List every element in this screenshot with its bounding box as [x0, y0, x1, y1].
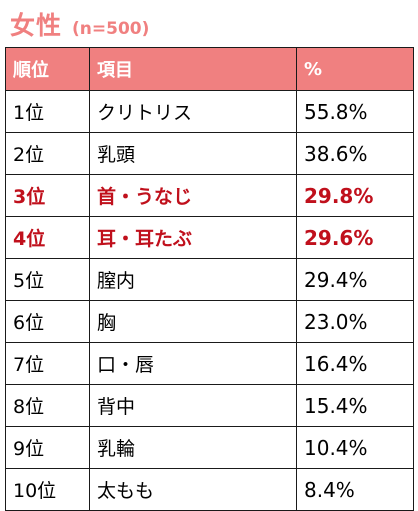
table-row: 9位 乳輪 10.4%	[5, 426, 414, 469]
rank-cell: 7位	[5, 342, 90, 385]
percent-cell: 29.6%	[296, 216, 414, 259]
percent-cell: 29.4%	[296, 258, 414, 301]
table-row: 6位 胸 23.0%	[5, 300, 414, 343]
rank-cell: 3位	[5, 174, 90, 217]
percent-cell: 8.4%	[296, 468, 414, 511]
item-cell: 口・唇	[89, 342, 297, 385]
item-cell: 背中	[89, 384, 297, 427]
rank-cell: 9位	[5, 426, 90, 469]
table-row: 8位 背中 15.4%	[5, 384, 414, 427]
rank-cell: 5位	[5, 258, 90, 301]
item-cell: 乳輪	[89, 426, 297, 469]
item-cell: クリトリス	[89, 90, 297, 133]
rank-cell: 1位	[5, 90, 90, 133]
header-rank: 順位	[5, 47, 90, 91]
percent-cell: 15.4%	[296, 384, 414, 427]
table-row: 7位 口・唇 16.4%	[5, 342, 414, 385]
item-cell: 太もも	[89, 468, 297, 511]
rank-cell: 10位	[5, 468, 90, 511]
percent-cell: 10.4%	[296, 426, 414, 469]
table-row: 1位 クリトリス 55.8%	[5, 90, 414, 133]
percent-cell: 16.4%	[296, 342, 414, 385]
table-row: 10位 太もも 8.4%	[5, 468, 414, 511]
item-cell: 胸	[89, 300, 297, 343]
title-main: 女性	[10, 11, 63, 40]
item-cell: 耳・耳たぶ	[89, 216, 297, 259]
item-cell: 首・うなじ	[89, 174, 297, 217]
table-row: 5位 膣内 29.4%	[5, 258, 414, 301]
header-percent: %	[296, 47, 414, 91]
table-row: 3位 首・うなじ 29.8%	[5, 174, 414, 217]
percent-cell: 38.6%	[296, 132, 414, 175]
title-sample-size: (n=500)	[72, 19, 150, 39]
table-header-row: 順位 項目 %	[5, 47, 414, 91]
percent-cell: 23.0%	[296, 300, 414, 343]
item-cell: 乳頭	[89, 132, 297, 175]
rank-cell: 8位	[5, 384, 90, 427]
rank-cell: 4位	[5, 216, 90, 259]
ranking-table: 順位 項目 % 1位 クリトリス 55.8% 2位 乳頭 38.6% 3位 首・…	[5, 47, 414, 511]
percent-cell: 29.8%	[296, 174, 414, 217]
header-item: 項目	[89, 47, 297, 91]
table-row: 4位 耳・耳たぶ 29.6%	[5, 216, 414, 259]
page-title: 女性 (n=500)	[10, 6, 149, 46]
rank-cell: 6位	[5, 300, 90, 343]
rank-cell: 2位	[5, 132, 90, 175]
percent-cell: 55.8%	[296, 90, 414, 133]
item-cell: 膣内	[89, 258, 297, 301]
table-row: 2位 乳頭 38.6%	[5, 132, 414, 175]
